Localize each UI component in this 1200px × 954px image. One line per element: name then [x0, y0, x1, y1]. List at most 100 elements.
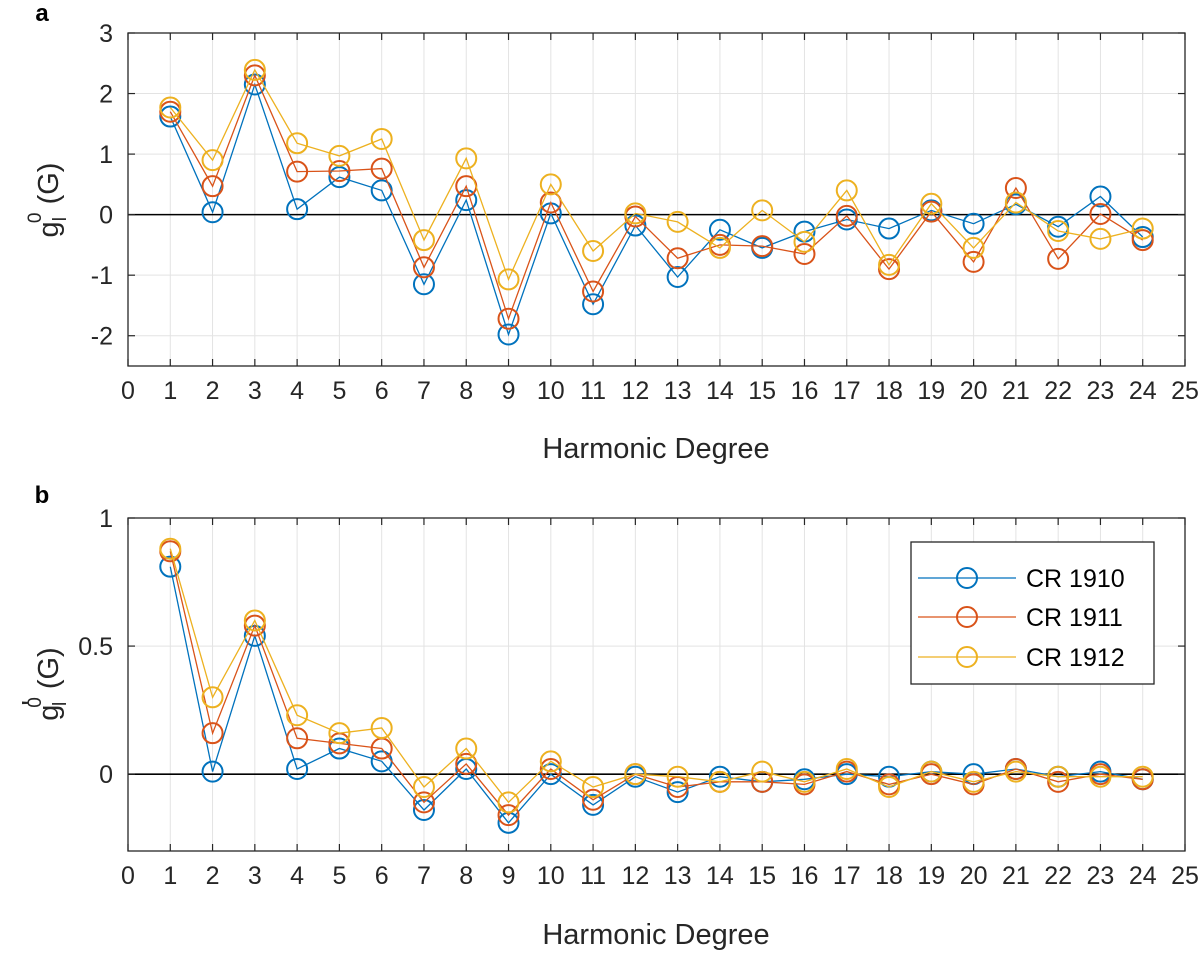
x-tick-label-20: 20 — [960, 377, 988, 405]
x-tick-label-4: 4 — [290, 862, 304, 890]
point-cr-1910-11 — [582, 793, 605, 816]
point-cr-1912-6 — [370, 717, 393, 740]
x-tick-label-14: 14 — [706, 377, 734, 405]
point-cr-1911-22 — [1047, 770, 1070, 793]
legend-box — [910, 541, 1155, 685]
series-line-cr-1910 — [169, 82, 1144, 337]
x-tick-label-18: 18 — [875, 862, 903, 890]
point-cr-1912-2 — [201, 149, 224, 172]
x-tick-label-5: 5 — [332, 377, 346, 405]
x-tick-label-8: 8 — [459, 377, 473, 405]
x-tick-label-15: 15 — [748, 377, 776, 405]
point-cr-1912-21 — [1004, 191, 1027, 214]
x-tick-label-16: 16 — [791, 377, 819, 405]
x-tick-label-21: 21 — [1002, 377, 1030, 405]
x-tick-label-22: 22 — [1044, 377, 1072, 405]
x-tick-label-11: 11 — [580, 862, 606, 890]
point-cr-1910-13 — [666, 265, 689, 288]
point-cr-1911-5 — [328, 160, 351, 183]
x-tick-label-13: 13 — [664, 862, 692, 890]
point-cr-1910-1 — [159, 105, 182, 128]
x-tick-label-22: 22 — [1044, 862, 1072, 890]
point-cr-1911-6 — [370, 157, 393, 180]
point-cr-1911-3 — [243, 614, 266, 637]
point-cr-1910-10 — [539, 763, 562, 786]
legend-entry-cr-1911: CR 1911 — [918, 604, 1123, 632]
point-cr-1910-5 — [328, 166, 351, 189]
y-axis-label-b: g'l0 (G) — [17, 647, 71, 720]
x-tick-labels-a: 0 1 2 3 4 5 6 7 8 9 10 11 12 13 14 15 16 17 18 19 20 21 22 23 24… — [121, 377, 1199, 405]
point-cr-1911-2 — [201, 175, 224, 198]
x-tick-label-23: 23 — [1087, 862, 1115, 890]
x-tick-label-13: 13 — [664, 377, 692, 405]
point-cr-1912-10 — [539, 173, 562, 196]
point-cr-1910-23 — [1089, 185, 1112, 208]
axes-frame-a — [127, 32, 1186, 367]
x-tick-label-1: 1 — [163, 377, 177, 405]
point-cr-1911-9 — [497, 307, 520, 330]
point-cr-1912-19 — [920, 192, 943, 215]
point-cr-1912-17 — [835, 758, 858, 781]
panel-label-a: a — [35, 0, 49, 27]
point-cr-1911-11 — [582, 788, 605, 811]
point-cr-1910-14 — [708, 765, 731, 788]
point-cr-1912-19 — [920, 760, 943, 783]
y-tick-label--1: -1 — [91, 262, 113, 290]
point-cr-1912-7 — [412, 775, 435, 798]
point-cr-1912-4 — [286, 704, 309, 727]
x-tick-label-21: 21 — [1002, 862, 1030, 890]
point-cr-1911-10 — [539, 191, 562, 214]
point-cr-1911-3 — [243, 64, 266, 87]
point-cr-1911-11 — [582, 280, 605, 303]
point-cr-1912-13 — [666, 210, 689, 233]
x-tick-label-10: 10 — [537, 377, 565, 405]
panel-b: 0 1 2 3 4 5 6 7 8 9 10 11 12 13 14 15 16 17 18 19 20 21 22 23 24… — [17, 482, 1199, 951]
point-cr-1911-7 — [412, 791, 435, 814]
x-tick-label-17: 17 — [833, 862, 861, 890]
point-cr-1912-8 — [455, 147, 478, 170]
point-cr-1910-5 — [328, 737, 351, 760]
x-tick-label-2: 2 — [206, 862, 220, 890]
x-tick-label-14: 14 — [706, 862, 734, 890]
point-cr-1912-14 — [708, 236, 731, 259]
y-tick-label-0-5: 0.5 — [78, 633, 113, 661]
point-cr-1911-24 — [1131, 229, 1154, 252]
tick-marks-b — [127, 517, 1186, 851]
point-cr-1912-22 — [1047, 765, 1070, 788]
panel-label-b: b — [35, 482, 50, 509]
point-cr-1912-12 — [624, 202, 647, 225]
point-cr-1911-22 — [1047, 247, 1070, 270]
point-cr-1912-17 — [835, 179, 858, 202]
series-a — [159, 58, 1154, 346]
point-cr-1911-13 — [666, 247, 689, 270]
y-tick-labels-b: 00.51 — [78, 505, 113, 789]
point-cr-1910-18 — [878, 217, 901, 240]
point-cr-1912-16 — [793, 230, 816, 253]
point-cr-1912-5 — [328, 144, 351, 167]
x-tick-label-5: 5 — [332, 862, 346, 890]
x-tick-label-8: 8 — [459, 862, 473, 890]
point-cr-1910-4 — [286, 758, 309, 781]
x-tick-label-12: 12 — [621, 377, 649, 405]
point-cr-1910-4 — [286, 198, 309, 221]
point-cr-1912-14 — [708, 770, 731, 793]
y-tick-label-0: 0 — [99, 761, 113, 789]
x-tick-label-24: 24 — [1129, 377, 1157, 405]
point-cr-1912-1 — [159, 96, 182, 119]
y-tick-label-1: 1 — [99, 141, 113, 169]
x-tick-label-19: 19 — [917, 377, 945, 405]
point-cr-1911-15 — [751, 235, 774, 258]
x-tick-label-11: 11 — [580, 377, 606, 405]
point-cr-1910-2 — [201, 201, 224, 224]
panel-a: 0 1 2 3 4 5 6 7 8 9 10 11 12 13 14 15 16 17 18 19 20 21 22 23 24… — [25, 0, 1199, 465]
x-tick-label-0: 0 — [121, 862, 135, 890]
series-line-cr-1910 — [169, 566, 1143, 824]
axes-frame-b — [127, 517, 1186, 852]
point-cr-1911-2 — [201, 722, 224, 745]
x-tick-label-19: 19 — [917, 862, 945, 890]
legend-entry-cr-1912: CR 1912 — [918, 644, 1125, 672]
point-cr-1912-7 — [412, 229, 435, 252]
x-tick-label-7: 7 — [417, 862, 431, 890]
x-tick-label-9: 9 — [502, 862, 516, 890]
point-cr-1910-14 — [708, 218, 731, 241]
